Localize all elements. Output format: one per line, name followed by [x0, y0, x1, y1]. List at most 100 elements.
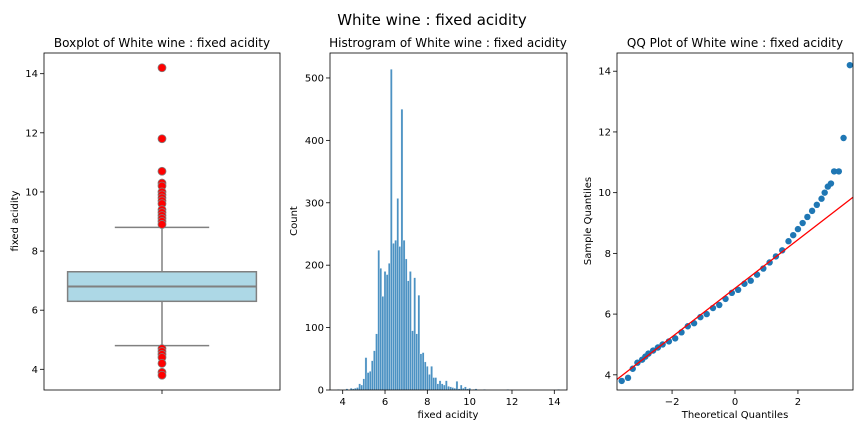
histogram-bar — [383, 271, 387, 391]
qq-point — [799, 219, 806, 227]
histogram-bar — [424, 361, 427, 391]
histogram-bar — [443, 384, 446, 391]
histogram-bar — [390, 69, 393, 391]
qq-point — [821, 189, 828, 196]
qq-point — [684, 323, 691, 330]
qq-point — [830, 168, 838, 175]
qq-point — [808, 207, 816, 215]
histogram-ytick-label: 300 — [305, 198, 324, 209]
qq-point — [835, 168, 843, 175]
histogram-bar — [440, 383, 444, 391]
boxplot-ytick-label: 6 — [32, 306, 38, 317]
boxplot-ytick-label: 4 — [32, 365, 38, 376]
histogram-bar — [419, 353, 423, 391]
histogram-bar — [411, 330, 414, 391]
qqplot-ytick-label: 12 — [598, 127, 611, 138]
qq-point — [794, 225, 802, 233]
boxplot-ytick-label: 14 — [25, 69, 38, 80]
histogram-bar — [409, 271, 412, 391]
qqplot-xtick-label: 2 — [795, 397, 801, 408]
histogram-bar — [373, 350, 376, 391]
histogram-ytick-label: 400 — [305, 136, 324, 147]
histogram-bar — [447, 386, 450, 391]
boxplot-ylabel: fixed acidity — [10, 190, 21, 251]
qq-point — [779, 247, 786, 254]
histogram-bar — [413, 277, 416, 391]
histogram-bar — [364, 357, 368, 391]
qq-point — [624, 374, 632, 382]
histogram-xtick-label: 8 — [424, 397, 430, 408]
figure-title: White wine : fixed acidity — [337, 11, 527, 29]
histogram-bar — [445, 380, 448, 391]
histogram-bar — [449, 386, 452, 391]
outlier-point — [157, 166, 167, 176]
histogram-panel: Histrogram of White wine : fixed acidity… — [289, 36, 568, 421]
qq-point — [734, 286, 742, 294]
qqplot-ytick-label: 6 — [605, 310, 611, 321]
qq-point — [716, 301, 723, 309]
histogram-bar — [459, 384, 463, 391]
histogram-bar — [385, 274, 389, 391]
qqplot-ylabel: Sample Quantiles — [583, 177, 594, 265]
histogram-xtick-label: 10 — [463, 397, 476, 408]
boxplot-plot-area: 4 6 8 10 12 14 — [25, 52, 281, 394]
histogram-bar — [379, 268, 382, 391]
outlier-point — [157, 220, 167, 229]
boxplot-panel: Boxplot of White wine : fixed acidity fi… — [10, 36, 281, 394]
outlier-point — [157, 134, 167, 144]
qqplot-ytick-label: 4 — [605, 370, 611, 381]
qqplot-frame — [616, 52, 854, 391]
qq-point — [672, 335, 679, 342]
qqplot-ytick-label: 10 — [598, 188, 611, 199]
qq-point — [790, 231, 797, 239]
qqplot-ytick-label: 8 — [605, 249, 611, 260]
qq-point — [813, 201, 821, 209]
histogram-bar — [368, 371, 372, 391]
histogram-bar — [371, 360, 374, 391]
histogram-bar — [421, 352, 425, 391]
qqplot-title: QQ Plot of White wine : fixed acidity — [627, 36, 843, 50]
histogram-bar — [417, 294, 421, 391]
histogram-bar — [407, 280, 410, 391]
histogram-bar — [430, 366, 433, 391]
histogram-bar — [415, 333, 418, 391]
outlier-point — [157, 370, 167, 380]
boxplot-ytick-label: 8 — [32, 247, 38, 258]
histogram-xtick-label: 14 — [548, 397, 561, 408]
histogram-bar — [366, 372, 370, 391]
histogram-bar — [438, 380, 442, 391]
boxplot-ytick-label: 10 — [25, 187, 38, 198]
outlier-point — [157, 358, 167, 368]
boxplot-ytick-label: 12 — [25, 128, 38, 139]
qq-point — [629, 365, 636, 372]
qq-point — [840, 134, 847, 142]
histogram-bar — [360, 384, 363, 391]
histogram-bar — [434, 377, 438, 391]
qqplot-xtick-label: −2 — [665, 397, 680, 408]
histogram-bar — [464, 386, 467, 391]
histogram-bar — [377, 250, 380, 391]
histogram-bar — [358, 383, 361, 391]
qqplot-xtick-label: 0 — [732, 397, 738, 408]
histogram-bar — [436, 383, 440, 391]
histogram-xtick-label: 4 — [340, 397, 346, 408]
histogram-bar — [392, 243, 395, 391]
histogram-bar — [381, 296, 385, 391]
histogram-bar — [404, 258, 408, 391]
qq-point — [827, 180, 835, 187]
outlier-point — [157, 63, 167, 73]
histogram-ytick-label: 200 — [305, 261, 324, 272]
histogram-bar — [400, 109, 404, 391]
histogram-bar — [402, 240, 406, 391]
qq-point — [618, 377, 625, 385]
qq-point — [645, 350, 652, 357]
histogram-bar — [362, 378, 366, 391]
boxplot-frame — [43, 52, 281, 391]
histogram-ytick-label: 100 — [305, 323, 324, 334]
qq-point — [846, 61, 854, 69]
qq-point — [818, 195, 825, 202]
qqplot-ytick-label: 14 — [598, 67, 611, 78]
histogram-title: Histrogram of White wine : fixed acidity — [329, 36, 567, 50]
histogram-ylabel: Count — [289, 206, 300, 236]
